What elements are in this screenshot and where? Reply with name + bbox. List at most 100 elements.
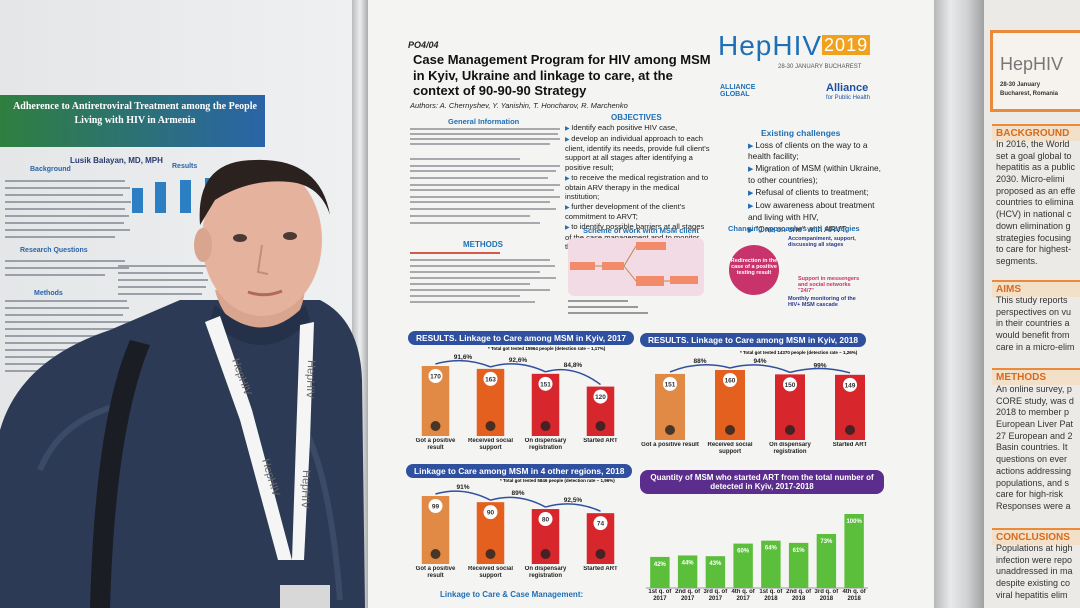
left-poster-body	[5, 178, 216, 372]
value-label: 160	[725, 378, 736, 385]
value-label: 80	[542, 517, 550, 524]
bar	[650, 556, 670, 588]
logo-text: HepHIV	[718, 30, 823, 61]
right-text: This study reports perspectives on vu in t…	[996, 295, 1075, 353]
hair	[199, 159, 330, 225]
text-line	[410, 259, 550, 261]
icon	[595, 421, 606, 431]
value-label: 90	[487, 510, 495, 517]
list-item: 2018 to member p	[996, 407, 1070, 418]
text-line	[410, 177, 548, 179]
bar	[816, 533, 837, 588]
poster-title: Case Management Program for HIV among MS…	[413, 52, 711, 99]
rate-label: 84,8%	[564, 362, 583, 369]
section-heading: General Information	[448, 117, 520, 126]
list-item: strategies focusing	[996, 232, 1072, 243]
mouth	[247, 289, 283, 297]
circle	[729, 245, 779, 295]
value-label: 61%	[793, 548, 806, 554]
lanyard-text: HepHIV	[299, 470, 312, 510]
partner-sub: for Public Health	[826, 95, 871, 101]
text-line	[568, 306, 638, 308]
chart-note: * Total got tested 15964 people (detecti…	[488, 346, 606, 351]
value-label: 99	[432, 504, 440, 511]
left-section: Results	[172, 163, 198, 170]
list-item: countries to elimina	[996, 197, 1074, 208]
text-line	[410, 222, 540, 224]
rate-connector	[435, 490, 491, 501]
rate-label: 99%	[813, 362, 826, 369]
left-poster-banner	[0, 95, 265, 147]
list-item: unaddressed in ma	[996, 566, 1073, 577]
section-heading: Linkage to Care & Case Management:	[440, 590, 584, 599]
list-item: infection were repo	[996, 554, 1073, 565]
text-line	[410, 170, 556, 172]
list-item: Loss of clients on the way to a health f…	[748, 140, 888, 161]
text-line	[410, 184, 560, 186]
board-frame	[934, 0, 984, 608]
x-tick-label: 4th q. of 2018	[842, 589, 866, 602]
left-poster-author: Lusik Balayan, MD, MPH	[70, 156, 163, 165]
text-line	[410, 165, 560, 167]
right-place: Bucharest, Romania	[1000, 91, 1059, 97]
text-line	[410, 143, 550, 145]
text-line	[410, 295, 520, 297]
label-box: On dispensary registration	[769, 442, 811, 455]
rate-connector	[435, 359, 491, 368]
strategy-label: Monthly monitoring of the HIV+ MSM casca…	[788, 296, 856, 308]
icon	[430, 421, 441, 431]
rate-label: 92,6%	[509, 357, 528, 364]
x-tick-label: Started ART	[832, 442, 868, 448]
value-badge	[663, 376, 677, 391]
icon	[785, 425, 795, 435]
text-line	[410, 158, 520, 160]
list-item: hepatitis as a public	[996, 162, 1076, 173]
value-label: 42%	[654, 562, 667, 568]
collar	[210, 305, 310, 345]
icon	[540, 549, 551, 559]
list-item: would benefit from	[996, 330, 1070, 341]
value-label: 74	[597, 521, 605, 528]
lanyard	[292, 322, 314, 560]
rate-connector	[669, 364, 731, 373]
text-line	[410, 215, 530, 217]
rate-label: 88%	[693, 358, 706, 365]
chart: 99 Got a positive result 90 Received social…	[416, 484, 618, 579]
text-line	[410, 277, 556, 279]
rate-label: 94%	[753, 358, 766, 365]
label-box: 3rd q. of 2018	[815, 589, 839, 602]
label-box: Started ART	[583, 438, 617, 444]
list-item: care for high-risk	[996, 489, 1064, 500]
section-heading: Existing challenges	[761, 128, 841, 138]
scheme-node	[636, 242, 666, 250]
list-item: proposed as an effe	[996, 185, 1076, 196]
right-text: Populations at high infection were repo un…	[996, 543, 1073, 601]
chart-note: * Total got tested 5846 people (detectio…	[500, 478, 615, 483]
label-box: 2nd q. of 2017	[675, 589, 700, 602]
strategy-label: Redirection in the case of a positive te…	[730, 258, 778, 276]
bar	[788, 542, 809, 588]
lanyard-text: HepHIV	[304, 360, 317, 400]
list-item: actions addressing	[996, 465, 1072, 476]
value-badge	[483, 371, 498, 386]
section-heading: OBJECTIVES	[611, 113, 662, 122]
value-badge	[723, 373, 737, 387]
rate-connector	[490, 496, 546, 508]
rate-connector	[545, 368, 601, 386]
rate-connector	[490, 363, 546, 373]
person: HepHIV HepHIV HepHIV HepHIV	[0, 159, 365, 608]
label-box: Got a positive result	[416, 438, 456, 451]
nose	[256, 244, 269, 275]
chart: 42% 1st q. of 2017 44% 2nd q. of 2017 43% 3rd…	[646, 514, 868, 602]
bar	[705, 556, 726, 588]
bar	[733, 543, 753, 588]
x-tick-label: 1st q. of 2018	[759, 589, 783, 602]
value-label: 120	[595, 394, 606, 401]
list-item: Identify each positive HIV case,	[565, 123, 710, 133]
text-line	[410, 252, 500, 254]
list-item: down elimination g	[996, 220, 1071, 231]
logo-year: 2019	[822, 35, 871, 55]
value-badge	[843, 377, 857, 392]
text-line	[410, 265, 555, 267]
x-tick-label: Received social support	[707, 442, 753, 455]
